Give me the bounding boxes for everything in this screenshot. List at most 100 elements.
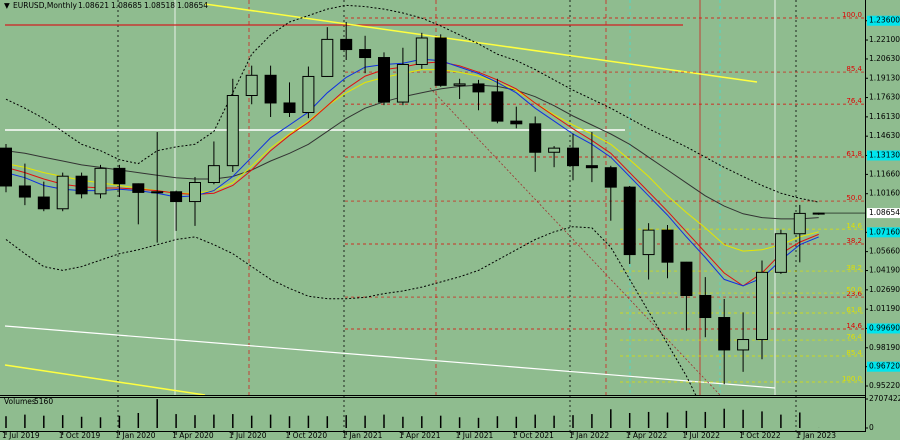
header-open: 1.08621 bbox=[78, 1, 109, 10]
candle-body bbox=[340, 38, 353, 51]
candle-body bbox=[226, 95, 239, 167]
current-price-box bbox=[867, 208, 900, 219]
fib-label: 50.0 bbox=[846, 286, 862, 294]
candle-body bbox=[378, 57, 390, 103]
price-label-box bbox=[867, 150, 900, 161]
candle-body bbox=[359, 49, 372, 59]
trend-line bbox=[4, 364, 206, 396]
y-tick-label: 1.19130 bbox=[869, 73, 900, 82]
candle-body bbox=[396, 63, 409, 103]
plot-area bbox=[0, 4, 865, 395]
candle-body bbox=[113, 167, 126, 185]
fib-label: 100.0 bbox=[842, 11, 862, 19]
candle-body bbox=[283, 102, 296, 113]
volume-tick-label: 2707422 bbox=[869, 394, 900, 403]
y-tick-label: 1.16130 bbox=[869, 112, 900, 121]
candle-body bbox=[661, 229, 674, 263]
y-tick-label: 1.20630 bbox=[869, 54, 900, 63]
volume-current: 5160 bbox=[34, 397, 53, 406]
fib-label: 38.2 bbox=[846, 264, 862, 272]
x-tick-label: 1 Apr 2021 bbox=[399, 431, 441, 440]
price-label-box bbox=[867, 15, 900, 26]
candle-body bbox=[245, 74, 258, 97]
candle-body bbox=[623, 186, 636, 256]
y-tick-label: 0.99690 bbox=[869, 323, 900, 332]
x-tick-label: 1 Oct 2021 bbox=[512, 431, 554, 440]
y-tick-label: 1.23600 bbox=[869, 16, 900, 25]
candle-body bbox=[207, 165, 220, 184]
current-price-label: 1.08654 bbox=[869, 208, 900, 217]
x-tick-label: 1 Jul 2022 bbox=[682, 431, 720, 440]
x-tick-label: 1 Jan 2020 bbox=[115, 431, 155, 440]
candle-body bbox=[585, 165, 598, 169]
candle-body bbox=[132, 183, 145, 193]
y-tick-label: 1.13130 bbox=[869, 150, 900, 159]
x-tick-label: 1 Oct 2019 bbox=[59, 431, 101, 440]
fib-label: 85.4 bbox=[846, 349, 862, 357]
volume-title: Volumes bbox=[4, 397, 36, 406]
candle-body bbox=[567, 147, 579, 167]
y-tick-label: 1.22100 bbox=[869, 35, 900, 44]
x-tick-label: 1 Jan 2022 bbox=[569, 431, 609, 440]
y-tick-label: 0.96720 bbox=[869, 362, 900, 371]
candle-body bbox=[529, 123, 542, 153]
candle-body bbox=[737, 339, 750, 351]
volume-tick-label: 0 bbox=[869, 423, 874, 432]
candle-body bbox=[37, 196, 50, 210]
candle-body bbox=[680, 261, 693, 297]
x-tick-label: 1 Jul 2021 bbox=[456, 431, 494, 440]
candle-body bbox=[434, 37, 447, 86]
candle-body bbox=[151, 191, 164, 194]
fib-label: 50.0 bbox=[846, 194, 862, 202]
candle-body bbox=[415, 37, 428, 65]
fib-label: 38.2 bbox=[846, 237, 862, 245]
x-tick-label: 1 Jul 2020 bbox=[229, 431, 267, 440]
trend-line bbox=[204, 3, 758, 83]
candle-body bbox=[604, 167, 617, 188]
candle-body bbox=[264, 74, 277, 104]
fib-label: 85.4 bbox=[846, 65, 862, 73]
candle-body bbox=[321, 38, 334, 77]
header-close: 1.08654 bbox=[177, 1, 208, 10]
trend-line bbox=[4, 325, 776, 389]
price-label-box bbox=[867, 361, 900, 372]
y-tick-label: 1.02690 bbox=[869, 285, 900, 294]
candle-body bbox=[718, 317, 731, 351]
candle-body bbox=[793, 212, 806, 235]
fib-label: 76.4 bbox=[846, 333, 862, 341]
fib-label: 61.8 bbox=[846, 306, 862, 314]
header-arrow: ▼ bbox=[4, 1, 10, 10]
candle-body bbox=[472, 83, 485, 93]
y-tick-label: 1.04190 bbox=[869, 266, 900, 275]
x-tick-label: 1 Apr 2020 bbox=[172, 431, 214, 440]
y-tick-label: 1.17630 bbox=[869, 93, 900, 102]
y-tick-label: 0.98190 bbox=[869, 343, 900, 352]
candle-body bbox=[302, 75, 315, 113]
y-tick-label: 1.14630 bbox=[869, 131, 900, 140]
candle-body bbox=[0, 147, 12, 187]
indicator-line bbox=[5, 4, 819, 203]
candle-body bbox=[774, 233, 787, 273]
x-tick-label: 1 Jul 2019 bbox=[2, 431, 40, 440]
x-tick-label: 1 Jan 2021 bbox=[342, 431, 382, 440]
fib-label: 14.6 bbox=[846, 322, 862, 330]
fib-label: 61.8 bbox=[846, 150, 862, 158]
header-low: 1.08518 bbox=[144, 1, 175, 10]
y-tick-label: 1.05660 bbox=[869, 247, 900, 256]
candle-body bbox=[491, 91, 504, 122]
fib-label: 23.6 bbox=[846, 290, 862, 298]
candle-body bbox=[94, 167, 107, 195]
candle-body bbox=[18, 185, 31, 198]
candle-body bbox=[812, 212, 825, 215]
candle-body bbox=[642, 229, 655, 256]
header-symbol: EURUSD,Monthly bbox=[13, 1, 77, 10]
y-tick-label: 1.10160 bbox=[869, 189, 900, 198]
candle-body bbox=[189, 182, 201, 203]
price-label-box bbox=[867, 323, 900, 334]
fib-label: 76.4 bbox=[846, 97, 862, 105]
candle-body bbox=[756, 271, 768, 341]
x-tick-label: 1 Apr 2022 bbox=[626, 431, 668, 440]
fib-label: 100.0 bbox=[842, 375, 862, 383]
